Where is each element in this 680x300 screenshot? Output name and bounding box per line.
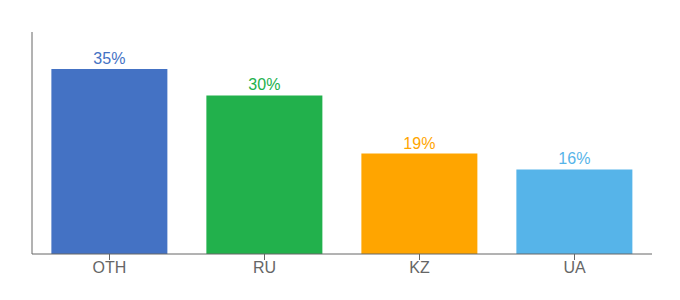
svg-text:16%: 16% [558,150,590,167]
svg-text:35%: 35% [93,50,125,67]
svg-text:19%: 19% [403,135,435,152]
svg-text:RU: RU [253,259,276,276]
svg-text:OTH: OTH [93,259,127,276]
svg-text:UA: UA [563,259,586,276]
svg-text:30%: 30% [248,76,280,93]
svg-text:KZ: KZ [409,259,430,276]
